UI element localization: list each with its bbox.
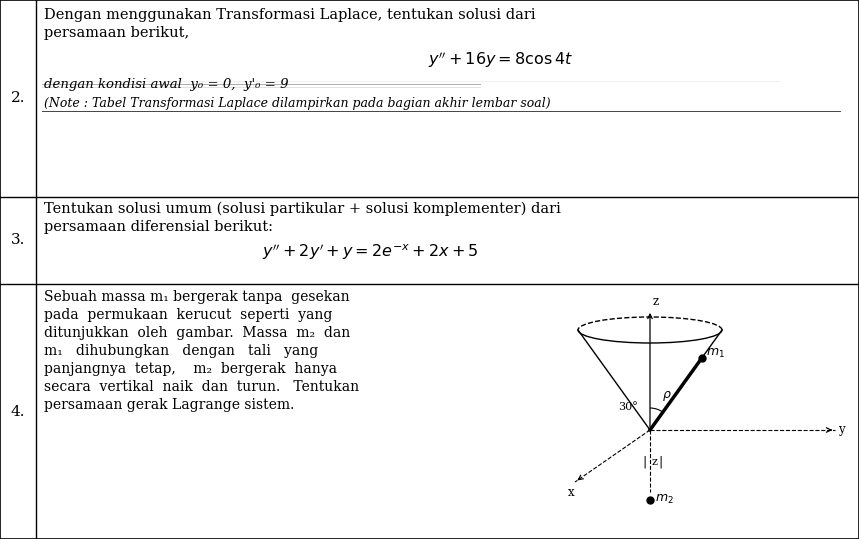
Text: $\rho$: $\rho$ [662,389,672,403]
Text: 30°: 30° [618,402,637,412]
Text: |: | [642,455,646,468]
Text: pada  permukaan  kerucut  seperti  yang: pada permukaan kerucut seperti yang [44,308,332,322]
Text: z: z [652,457,658,467]
Text: Sebuah massa m₁ bergerak tanpa  gesekan: Sebuah massa m₁ bergerak tanpa gesekan [44,290,350,304]
Text: ditunjukkan  oleh  gambar.  Massa  m₂  dan: ditunjukkan oleh gambar. Massa m₂ dan [44,326,350,340]
Text: Tentukan solusi umum (solusi partikular + solusi komplementer) dari: Tentukan solusi umum (solusi partikular … [44,202,561,216]
Text: x: x [568,486,575,499]
Text: (Note : Tabel Transformasi Laplace dilampirkan pada bagian akhir lembar soal): (Note : Tabel Transformasi Laplace dilam… [44,97,551,110]
Text: 2.: 2. [11,92,25,106]
Text: 3.: 3. [11,233,25,247]
Text: persamaan berikut,: persamaan berikut, [44,26,189,40]
Text: |: | [658,455,662,468]
Text: $y'' + 16y = 8\cos 4t$: $y'' + 16y = 8\cos 4t$ [428,50,572,70]
Text: dengan kondisi awal  y₀ = 0,  y'₀ = 9: dengan kondisi awal y₀ = 0, y'₀ = 9 [44,78,289,91]
Text: secara  vertikal  naik  dan  turun.   Tentukan: secara vertikal naik dan turun. Tentukan [44,380,359,394]
Text: y: y [838,424,844,437]
Text: m₁   dihubungkan   dengan   tali   yang: m₁ dihubungkan dengan tali yang [44,344,318,358]
Text: $y''+2y'+y = 2e^{-x}+2x+5$: $y''+2y'+y = 2e^{-x}+2x+5$ [262,242,478,262]
Text: $m_2$: $m_2$ [655,493,673,506]
Text: Dengan menggunakan Transformasi Laplace, tentukan solusi dari: Dengan menggunakan Transformasi Laplace,… [44,8,536,22]
Text: z: z [653,295,659,308]
Text: panjangnya  tetap,    m₂  bergerak  hanya: panjangnya tetap, m₂ bergerak hanya [44,362,337,376]
Text: $m_1$: $m_1$ [706,347,725,360]
Text: persamaan gerak Lagrange sistem.: persamaan gerak Lagrange sistem. [44,398,295,412]
Text: 4.: 4. [11,404,25,418]
Text: persamaan diferensial berikut:: persamaan diferensial berikut: [44,220,273,234]
